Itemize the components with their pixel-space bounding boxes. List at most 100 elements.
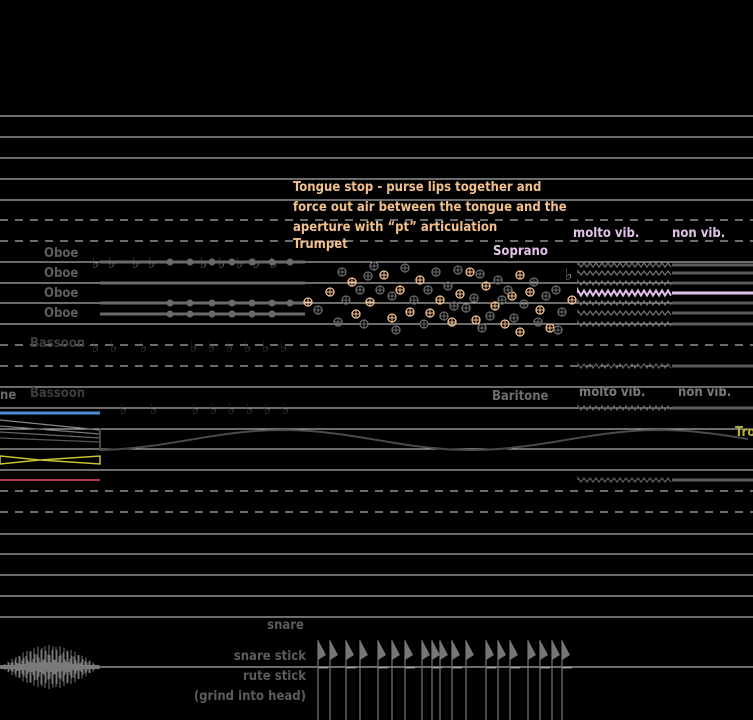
perc-snare-label: snare (267, 618, 304, 633)
vibrato-line (577, 308, 672, 317)
flat-sign: ♭ (210, 400, 217, 418)
flat-sign: ♭ (110, 338, 117, 356)
flat-sign: ♭ (192, 400, 199, 418)
snare-flag (528, 640, 536, 660)
vibrato-line (577, 475, 672, 484)
hairpin-yellow (39, 455, 101, 465)
snare-stems (317, 640, 572, 720)
flat-sign: ♭ (244, 338, 251, 356)
bassoon-label-upper: Bassoon (30, 336, 86, 351)
snare-flag (405, 640, 413, 660)
flat-sign: ♭ (565, 265, 573, 284)
flat-sign: ♭ (190, 338, 197, 356)
flat-sign: ♭ (226, 338, 233, 356)
vibrato-line (577, 260, 672, 269)
instrument-label-trumpet: Trumpet (293, 237, 348, 252)
notehead (208, 258, 216, 266)
flat-sign: ♭ (262, 338, 269, 356)
oboe-label-1: Oboe (44, 246, 79, 261)
snare-flag (510, 640, 518, 660)
notehead (166, 310, 174, 318)
notehead (248, 258, 256, 266)
vibrato-line (577, 286, 672, 298)
snare-flag (552, 640, 560, 660)
vibrato-lines (577, 260, 753, 484)
oboe-label-2: Oboe (44, 266, 79, 281)
snare-flag (392, 640, 400, 660)
flat-sign: ♭ (236, 254, 243, 272)
flat-sign: ♭ (200, 254, 207, 272)
flat-sign: ♭ (140, 338, 147, 356)
instruction-line-1: Tongue stop - purse lips together and (293, 180, 542, 195)
flat-sign: ♭ (246, 400, 253, 418)
gliss-line (0, 437, 101, 443)
snare-flag (540, 640, 548, 660)
snare-flag (440, 640, 448, 660)
perc-snare-stick-label: snare stick (233, 649, 306, 664)
flat-sign: ♭ (208, 338, 215, 356)
snare-flag (432, 640, 440, 660)
notehead (248, 299, 256, 307)
perc-rute-stick-label: rute stick (243, 669, 306, 684)
cut-label-fragment: ne (0, 388, 17, 403)
instruction-line-3: aperture with “pt” articulation (293, 220, 498, 235)
flat-sign: ♭ (218, 254, 225, 272)
vibrato-line (577, 361, 672, 370)
waveform (0, 645, 100, 689)
glissando-path (99, 428, 749, 452)
notehead (286, 299, 294, 307)
perc-grind-label: (grind into head) (193, 689, 306, 704)
flat-sign: ♭ (108, 254, 115, 272)
notehead (228, 258, 236, 266)
flat-sign: ♭ (92, 254, 99, 272)
glissando-curve (99, 428, 749, 452)
flat-sign: ♭ (280, 338, 287, 356)
notehead (186, 258, 194, 266)
snare-flag (378, 640, 386, 660)
flat-sign: ♭ (228, 400, 235, 418)
vibrato-line (577, 278, 672, 287)
snare-flag (466, 640, 474, 660)
vibrato-line (577, 268, 672, 277)
gliss-line (0, 425, 101, 435)
gliss-line (0, 431, 101, 439)
flat-sign: ♭ (148, 254, 155, 272)
snare-flag (318, 640, 326, 660)
flat-sign: ♭ (282, 400, 289, 418)
voice-label-soprano: Soprano (493, 244, 548, 259)
voice-label-baritone: Baritone (492, 389, 549, 404)
trombone-label-fragment: Tro (735, 425, 753, 440)
vibrato-line (577, 403, 672, 412)
gliss-line (0, 419, 101, 431)
instruction-line-2: force out air between the tongue and the (293, 200, 567, 215)
hairpin-wedges (0, 411, 101, 481)
notehead (248, 310, 256, 318)
notehead (208, 299, 216, 307)
upper-molto-vib: molto vib. (573, 226, 640, 241)
notehead (186, 310, 194, 318)
notehead (268, 310, 276, 318)
flat-sign: ♭ (92, 338, 99, 356)
snare-flag (452, 640, 460, 660)
snare-flag (346, 640, 354, 660)
flat-sign: ♭ (150, 400, 157, 418)
notehead (166, 299, 174, 307)
notehead (166, 258, 174, 266)
flat-sign: ♭ (132, 254, 139, 272)
flat-sign: ♭ (120, 400, 127, 418)
oboe-label-4: Oboe (44, 306, 79, 321)
notehead (228, 299, 236, 307)
bassoon-label-lower: Bassoon (30, 386, 86, 401)
notehead (208, 310, 216, 318)
snare-flag (360, 640, 368, 660)
notehead (228, 310, 236, 318)
oboe-label-3: Oboe (44, 286, 79, 301)
flat-sign: ♭ (253, 254, 260, 272)
flat-sign: ♭ (264, 400, 271, 418)
notehead (186, 299, 194, 307)
hairpin-yellow (0, 455, 41, 465)
snare-flag (498, 640, 506, 660)
notehead (268, 258, 276, 266)
snare-flag (422, 640, 430, 660)
